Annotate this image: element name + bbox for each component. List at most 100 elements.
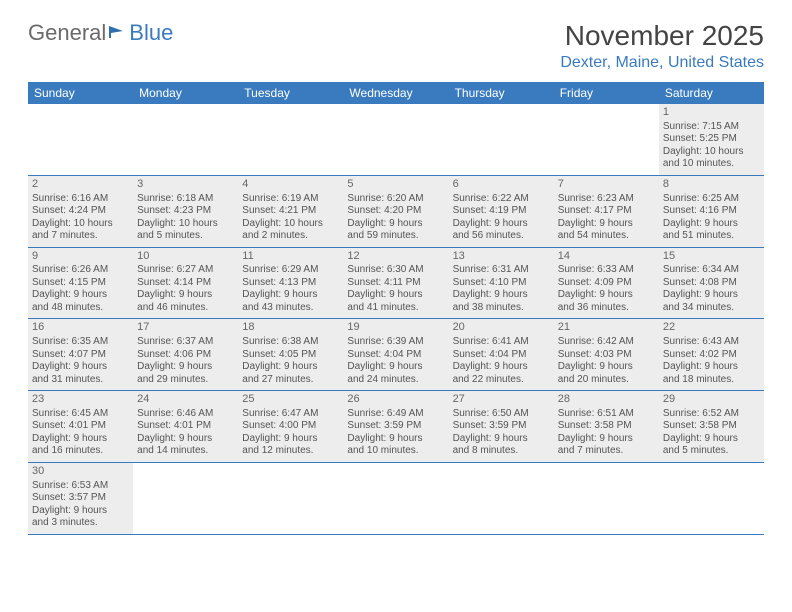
location-text: Dexter, Maine, United States — [560, 54, 764, 72]
calendar-week-row: 23Sunrise: 6:45 AMSunset: 4:01 PM Dayligh… — [28, 391, 764, 463]
sunrise-text: Sunrise: 6:23 AM — [558, 193, 655, 206]
sunset-text: Sunset: 4:06 PM — [137, 349, 234, 362]
weekday-header: Sunday — [28, 82, 133, 104]
header: General Blue November 2025 Dexter, Maine… — [28, 20, 764, 72]
daylight-text: and 10 minutes. — [663, 158, 760, 171]
logo-text-2: Blue — [129, 20, 173, 46]
calendar-day-cell: 26Sunrise: 6:49 AMSunset: 3:59 PMDayligh… — [343, 391, 448, 463]
day-number: 2 — [32, 178, 129, 192]
daylight-text: Daylight: 9 hours — [558, 289, 655, 302]
sunrise-text: Sunrise: 6:25 AM — [663, 193, 760, 206]
sunset-text: Sunset: 4:21 PM — [242, 205, 339, 218]
daylight-text: and 43 minutes. — [242, 302, 339, 315]
day-number: 25 — [242, 393, 339, 407]
sunset-text: Sunset: 4:08 PM — [663, 277, 760, 290]
daylight-text: and 29 minutes. — [137, 374, 234, 387]
calendar-day-cell — [238, 462, 343, 534]
calendar-day-cell: 13Sunrise: 6:31 AMSunset: 4:10 PMDayligh… — [449, 247, 554, 319]
sunset-text: Sunset: 4:24 PM — [32, 205, 129, 218]
daylight-text: Daylight: 9 hours — [32, 361, 129, 374]
sunrise-text: Sunrise: 6:47 AM — [242, 408, 339, 421]
daylight-text: and 5 minutes. — [137, 230, 234, 243]
weekday-header-row: Sunday Monday Tuesday Wednesday Thursday… — [28, 82, 764, 104]
sunrise-text: Sunrise: 6:18 AM — [137, 193, 234, 206]
daylight-text: Daylight: 9 hours — [663, 433, 760, 446]
daylight-text: and 27 minutes. — [242, 374, 339, 387]
calendar-day-cell: 29Sunrise: 6:52 AMSunset: 3:58 PMDayligh… — [659, 391, 764, 463]
sunrise-text: Sunrise: 6:26 AM — [32, 264, 129, 277]
day-number: 10 — [137, 250, 234, 264]
sunset-text: Sunset: 4:20 PM — [347, 205, 444, 218]
sunrise-text: Sunrise: 6:50 AM — [453, 408, 550, 421]
sunset-text: Sunset: 3:58 PM — [663, 420, 760, 433]
sunset-text: Sunset: 4:07 PM — [32, 349, 129, 362]
calendar-day-cell: 22Sunrise: 6:43 AMSunset: 4:02 PMDayligh… — [659, 319, 764, 391]
daylight-text: and 22 minutes. — [453, 374, 550, 387]
calendar-day-cell: 18Sunrise: 6:38 AMSunset: 4:05 PMDayligh… — [238, 319, 343, 391]
logo-text-1: General — [28, 20, 106, 46]
calendar-day-cell — [554, 104, 659, 175]
sunset-text: Sunset: 4:09 PM — [558, 277, 655, 290]
sunrise-text: Sunrise: 6:16 AM — [32, 193, 129, 206]
daylight-text: Daylight: 9 hours — [347, 289, 444, 302]
sunset-text: Sunset: 3:58 PM — [558, 420, 655, 433]
daylight-text: and 2 minutes. — [242, 230, 339, 243]
day-number: 24 — [137, 393, 234, 407]
daylight-text: and 8 minutes. — [453, 445, 550, 458]
daylight-text: and 31 minutes. — [32, 374, 129, 387]
daylight-text: and 10 minutes. — [347, 445, 444, 458]
weekday-header: Friday — [554, 82, 659, 104]
calendar-day-cell: 16Sunrise: 6:35 AMSunset: 4:07 PMDayligh… — [28, 319, 133, 391]
sunrise-text: Sunrise: 6:52 AM — [663, 408, 760, 421]
sunrise-text: Sunrise: 6:22 AM — [453, 193, 550, 206]
sunrise-text: Sunrise: 6:19 AM — [242, 193, 339, 206]
day-number: 23 — [32, 393, 129, 407]
daylight-text: Daylight: 9 hours — [558, 218, 655, 231]
day-number: 30 — [32, 465, 129, 479]
calendar-day-cell: 20Sunrise: 6:41 AMSunset: 4:04 PMDayligh… — [449, 319, 554, 391]
weekday-header: Thursday — [449, 82, 554, 104]
calendar-day-cell: 24Sunrise: 6:46 AMSunset: 4:01 PMDayligh… — [133, 391, 238, 463]
day-number: 11 — [242, 250, 339, 264]
calendar-day-cell: 8Sunrise: 6:25 AMSunset: 4:16 PMDaylight… — [659, 175, 764, 247]
sunset-text: Sunset: 3:57 PM — [32, 492, 129, 505]
calendar-day-cell — [659, 462, 764, 534]
day-number: 14 — [558, 250, 655, 264]
sunrise-text: Sunrise: 6:46 AM — [137, 408, 234, 421]
daylight-text: Daylight: 9 hours — [32, 505, 129, 518]
daylight-text: and 18 minutes. — [663, 374, 760, 387]
calendar-day-cell: 19Sunrise: 6:39 AMSunset: 4:04 PMDayligh… — [343, 319, 448, 391]
daylight-text: and 5 minutes. — [663, 445, 760, 458]
sunset-text: Sunset: 4:16 PM — [663, 205, 760, 218]
sunset-text: Sunset: 5:25 PM — [663, 133, 760, 146]
daylight-text: and 41 minutes. — [347, 302, 444, 315]
calendar-week-row: 16Sunrise: 6:35 AMSunset: 4:07 PMDayligh… — [28, 319, 764, 391]
sunset-text: Sunset: 4:01 PM — [32, 420, 129, 433]
calendar-day-cell: 14Sunrise: 6:33 AMSunset: 4:09 PMDayligh… — [554, 247, 659, 319]
sunset-text: Sunset: 4:10 PM — [453, 277, 550, 290]
calendar-day-cell: 4Sunrise: 6:19 AMSunset: 4:21 PMDaylight… — [238, 175, 343, 247]
sunrise-text: Sunrise: 6:29 AM — [242, 264, 339, 277]
sunset-text: Sunset: 4:04 PM — [347, 349, 444, 362]
sunrise-text: Sunrise: 6:45 AM — [32, 408, 129, 421]
sunset-text: Sunset: 3:59 PM — [347, 420, 444, 433]
sunrise-text: Sunrise: 6:43 AM — [663, 336, 760, 349]
calendar-day-cell — [133, 462, 238, 534]
sunset-text: Sunset: 4:13 PM — [242, 277, 339, 290]
calendar-week-row: 2Sunrise: 6:16 AMSunset: 4:24 PM Daylight… — [28, 175, 764, 247]
day-number: 28 — [558, 393, 655, 407]
daylight-text: Daylight: 10 hours — [242, 218, 339, 231]
day-number: 22 — [663, 321, 760, 335]
daylight-text: Daylight: 9 hours — [242, 433, 339, 446]
calendar-day-cell: 1Sunrise: 7:15 AMSunset: 5:25 PMDaylight… — [659, 104, 764, 175]
sunrise-text: Sunrise: 6:34 AM — [663, 264, 760, 277]
flag-icon — [107, 20, 127, 46]
sunrise-text: Sunrise: 6:42 AM — [558, 336, 655, 349]
calendar-week-row: 9Sunrise: 6:26 AMSunset: 4:15 PMDaylight… — [28, 247, 764, 319]
daylight-text: Daylight: 9 hours — [32, 289, 129, 302]
day-number: 7 — [558, 178, 655, 192]
day-number: 8 — [663, 178, 760, 192]
day-number: 1 — [663, 106, 760, 120]
daylight-text: and 51 minutes. — [663, 230, 760, 243]
calendar-day-cell: 3Sunrise: 6:18 AMSunset: 4:23 PMDaylight… — [133, 175, 238, 247]
